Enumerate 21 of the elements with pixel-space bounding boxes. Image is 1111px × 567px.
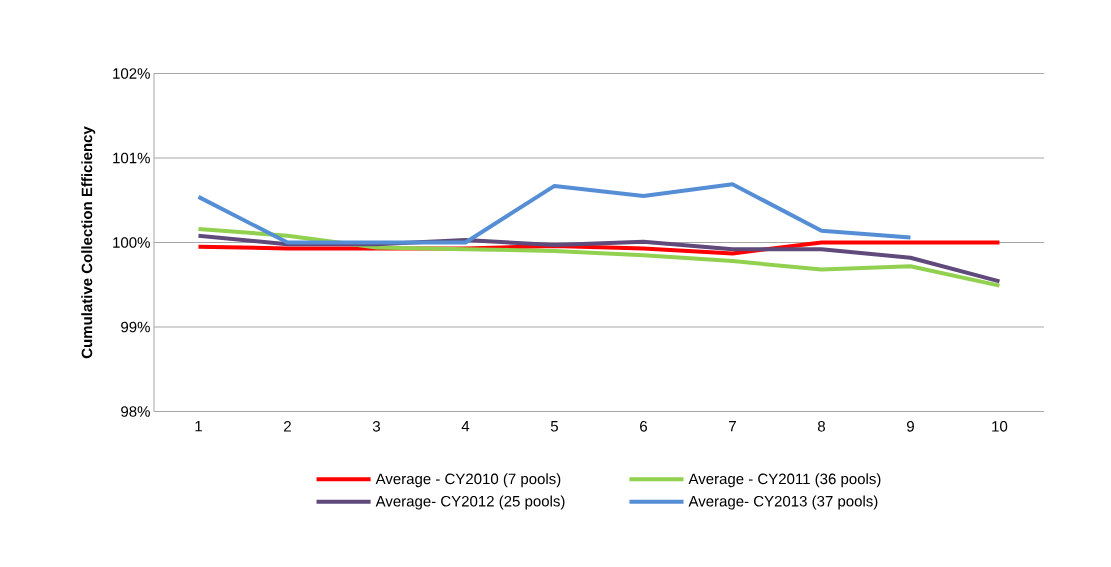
x-tick-label: 3 (372, 421, 380, 432)
y-tick-label: 102% (113, 68, 150, 79)
x-tick-label: 1 (195, 421, 202, 432)
line-series (196, 226, 1002, 288)
legend-label: Average - CY2010 (7 pools) (375, 473, 561, 488)
x-tick-label: 9 (907, 421, 914, 432)
y-tick-label: 101% (113, 152, 150, 164)
x-tick-label: 6 (640, 421, 647, 432)
legend-label: Average- CY2013 (37 pools) (688, 495, 878, 510)
x-tick-label: 8 (817, 421, 825, 432)
y-tick-label: 99% (121, 321, 150, 333)
x-tick-label: 2 (284, 421, 291, 432)
y-axis-title: Cumulative Collection Efficiency (81, 126, 96, 359)
legend-label: Average - CY2011 (36 pools) (688, 473, 881, 488)
x-tick-label: 10 (992, 421, 1008, 432)
y-tick-label: 98% (121, 406, 150, 417)
y-tick-label: 100% (113, 237, 150, 248)
x-tick-label: 4 (461, 421, 470, 432)
x-tick-label: 7 (729, 421, 736, 432)
legend-label: Average- CY2012 (25 pools) (375, 495, 565, 510)
x-tick-label: 5 (550, 421, 559, 432)
